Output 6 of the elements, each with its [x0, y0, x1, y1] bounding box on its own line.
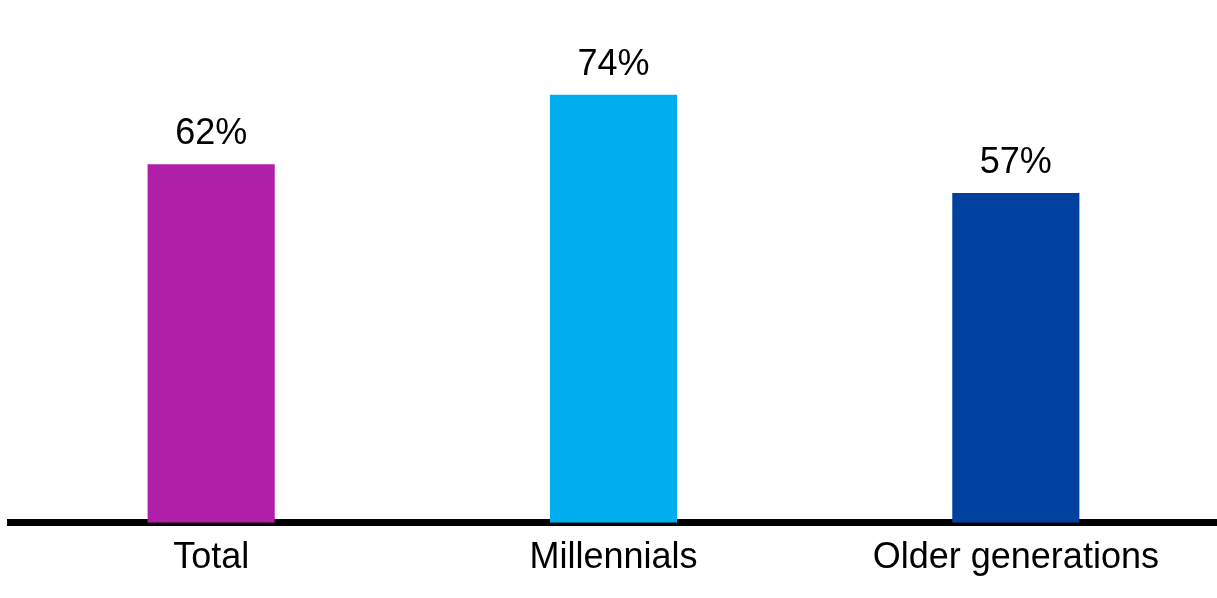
- data-label: 62%: [175, 111, 248, 153]
- x-tick-label: Total: [173, 535, 250, 577]
- data-label: 57%: [979, 139, 1052, 181]
- x-tick-label: Millennials: [529, 535, 698, 577]
- data-label: 74%: [577, 41, 650, 83]
- x-tick-label: Older generations: [872, 535, 1159, 577]
